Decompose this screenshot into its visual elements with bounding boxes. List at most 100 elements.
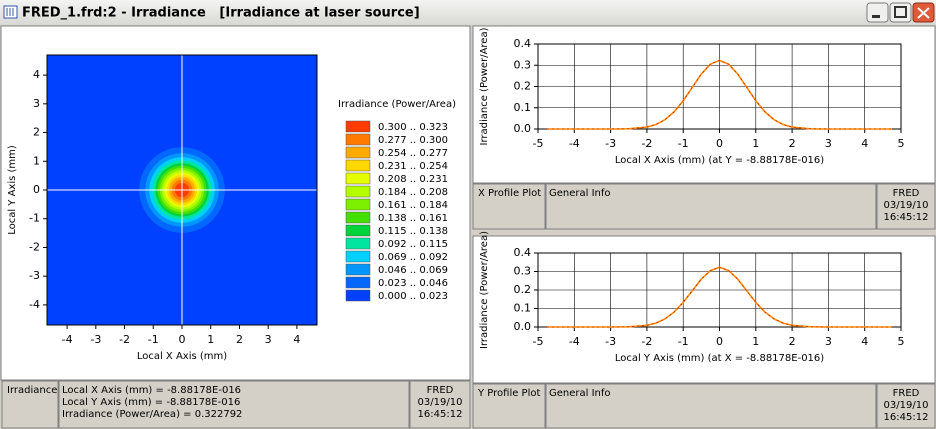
legend-swatch [345, 250, 371, 263]
info-stamp: 16:45:12 [884, 412, 929, 423]
info-stamp: FRED [427, 385, 454, 396]
info-text: General Info [549, 188, 611, 199]
info-text: General Info [549, 388, 611, 399]
legend-swatch [345, 159, 371, 172]
x-profile-view [472, 25, 936, 184]
y-axis-label: Irradiance (Power/Area) [479, 231, 490, 349]
x-tick-label: -2 [119, 333, 130, 346]
info-cell [1, 380, 59, 429]
x-tick-label: -4 [62, 333, 73, 346]
x-tick-label: 5 [898, 335, 905, 348]
x-tick-label: -1 [678, 137, 689, 150]
legend-label: 0.277 .. 0.300 [378, 135, 448, 146]
info-stamp: 16:45:12 [418, 409, 463, 420]
x-tick-label: 0 [716, 335, 723, 348]
legend-swatch [345, 276, 371, 289]
close-button[interactable] [912, 2, 935, 23]
x-axis-label: Local X Axis (mm) (at Y = -8.88178E-016) [615, 155, 824, 166]
y-tick-label: 0.1 [514, 302, 532, 315]
y-tick-label: 0.3 [514, 58, 532, 71]
legend-swatch [345, 172, 371, 185]
x-tick-label: -1 [148, 333, 159, 346]
info-text: Local X Axis (mm) = -8.88178E-016 [62, 385, 241, 396]
legend-swatch [345, 133, 371, 146]
legend-label: 0.231 .. 0.254 [378, 161, 448, 172]
x-tick-label: 3 [825, 335, 832, 348]
legend-swatch [345, 289, 371, 302]
info-cell [409, 380, 471, 429]
x-tick-label: 2 [236, 333, 243, 346]
profile-line-dash [547, 59, 892, 130]
x-tick-label: 5 [898, 137, 905, 150]
info-label: Irradiance [7, 385, 57, 396]
info-text: Irradiance (Power/Area) = 0.322792 [62, 409, 242, 420]
x-tick-label: 4 [293, 333, 300, 346]
y-tick-label: -3 [29, 269, 40, 282]
maximize-button[interactable] [889, 2, 912, 23]
y-tick-label: 0.4 [514, 246, 532, 259]
legend-swatch [345, 120, 371, 133]
legend-label: 0.138 .. 0.161 [378, 213, 448, 224]
y-axis-label: Irradiance (Power/Area) [479, 27, 490, 145]
legend-swatch [345, 211, 371, 224]
plot-frame [537, 43, 902, 130]
y-tick-label: 4 [33, 68, 40, 81]
info-label: X Profile Plot [478, 188, 541, 199]
x-tick-label: 0 [716, 137, 723, 150]
legend-swatch [345, 198, 371, 211]
y-tick-label: 0.2 [514, 80, 532, 93]
y-tick-label: -4 [29, 298, 40, 311]
x-tick-label: 1 [207, 333, 214, 346]
legend-label: 0.115 .. 0.138 [378, 226, 448, 237]
info-cell [545, 383, 877, 429]
legend-swatch [345, 237, 371, 250]
info-cell [58, 380, 410, 429]
x-axis-label: Local Y Axis (mm) (at X = -8.88178E-016) [615, 353, 824, 364]
info-cell [876, 183, 936, 230]
legend-label: 0.184 .. 0.208 [378, 187, 448, 198]
info-stamp: 03/19/10 [884, 400, 929, 411]
y-tick-label: 2 [33, 126, 40, 139]
plot-frame [46, 54, 318, 326]
x-tick-label: 1 [752, 137, 759, 150]
x-tick-label: 3 [825, 137, 832, 150]
x-tick-label: 3 [265, 333, 272, 346]
y-tick-label: 0 [33, 183, 40, 196]
info-cell [472, 383, 546, 429]
legend-swatch [345, 146, 371, 159]
x-tick-label: 2 [789, 137, 796, 150]
legend-label: 0.208 .. 0.231 [378, 174, 448, 185]
legend-label: 0.069 .. 0.092 [378, 252, 448, 263]
info-stamp: 03/19/10 [884, 200, 929, 211]
info-label: Y Profile Plot [477, 388, 540, 399]
x-tick-label: -5 [533, 335, 544, 348]
window-title: FRED_1.frd:2 - Irradiance [Irradiance at… [22, 6, 420, 21]
y-profile-view [472, 235, 936, 384]
info-cell [876, 383, 936, 429]
y-tick-label: 0.3 [514, 265, 532, 278]
info-cell [545, 183, 877, 230]
y-tick-label: 0.0 [514, 122, 532, 135]
minimize-button[interactable] [866, 2, 889, 23]
x-tick-label: -2 [641, 137, 652, 150]
y-tick-label: -2 [29, 240, 40, 253]
splitter[interactable] [473, 229, 935, 235]
legend-label: 0.161 .. 0.184 [378, 200, 448, 211]
x-tick-label: 4 [861, 137, 868, 150]
y-tick-label: -1 [29, 212, 40, 225]
legend-swatch [345, 263, 371, 276]
info-cell [472, 183, 546, 230]
y-tick-label: 1 [33, 154, 40, 167]
info-stamp: 03/19/10 [418, 397, 463, 408]
x-tick-label: -2 [641, 335, 652, 348]
info-stamp: FRED [893, 188, 920, 199]
x-tick-label: 4 [861, 335, 868, 348]
x-tick-label: 0 [179, 333, 186, 346]
legend-label: 0.092 .. 0.115 [378, 239, 448, 250]
x-tick-label: -5 [533, 137, 544, 150]
info-stamp: FRED [893, 388, 920, 399]
x-tick-label: -4 [569, 137, 580, 150]
y-tick-label: 0.1 [514, 101, 532, 114]
